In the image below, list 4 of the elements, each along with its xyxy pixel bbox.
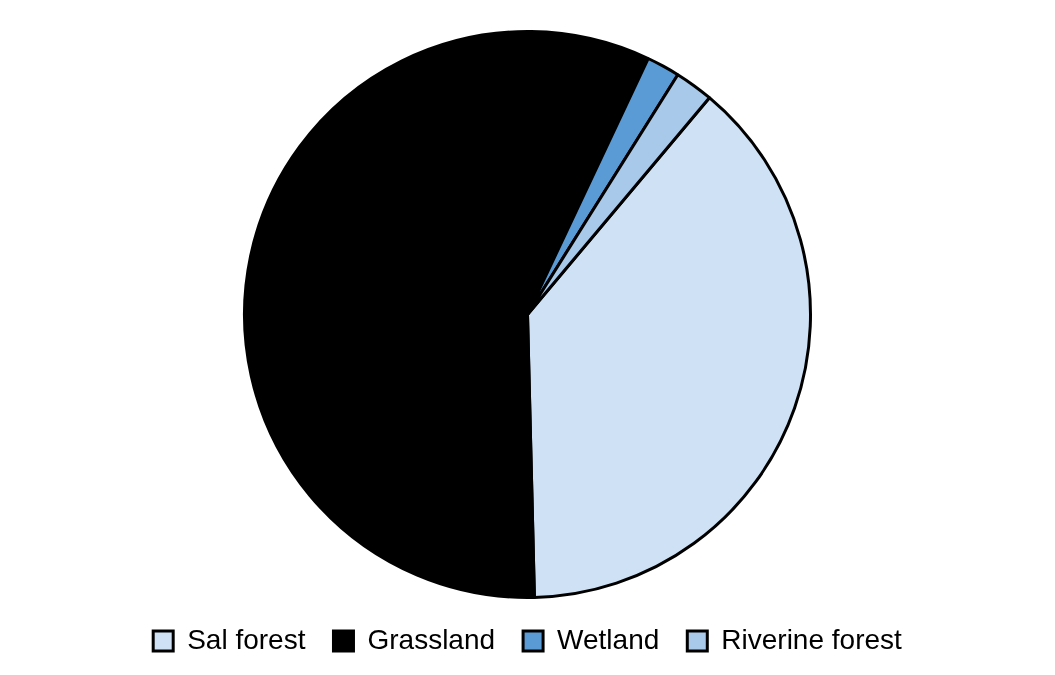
legend-label: Sal forest [187,623,306,655]
legend-label: Wetland [557,623,660,655]
legend-label: Riverine forest [721,623,903,655]
legend-label: Grassland [367,623,496,655]
